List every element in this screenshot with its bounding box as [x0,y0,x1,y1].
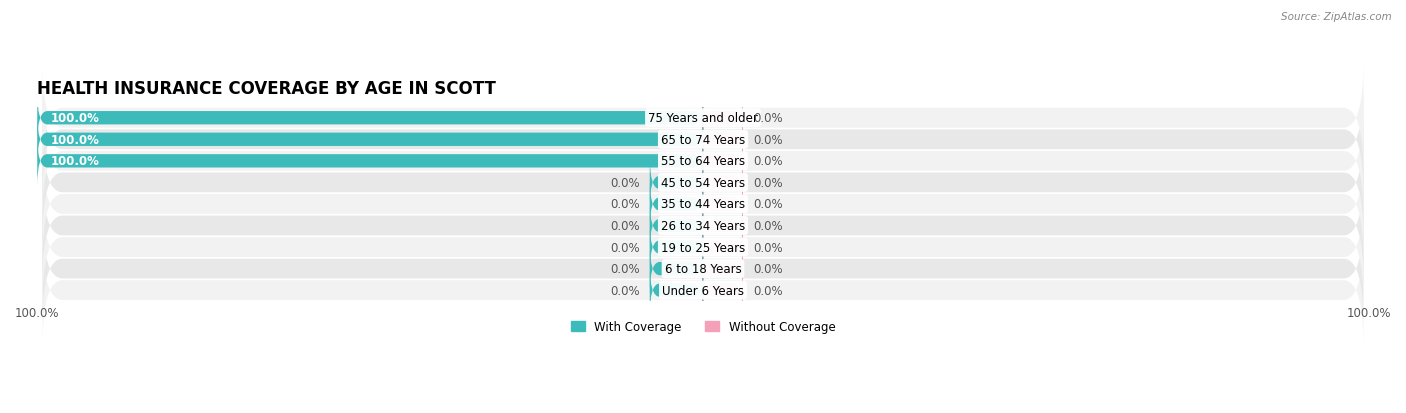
Text: 0.0%: 0.0% [754,219,783,233]
Legend: With Coverage, Without Coverage: With Coverage, Without Coverage [565,316,841,338]
FancyBboxPatch shape [703,222,742,273]
FancyBboxPatch shape [703,114,742,166]
Text: 0.0%: 0.0% [754,155,783,168]
FancyBboxPatch shape [703,200,742,252]
Text: 0.0%: 0.0% [754,241,783,254]
Text: 0.0%: 0.0% [610,262,640,275]
FancyBboxPatch shape [42,214,1364,323]
Text: Under 6 Years: Under 6 Years [662,284,744,297]
Text: 100.0%: 100.0% [51,155,100,168]
FancyBboxPatch shape [42,150,1364,259]
Text: Source: ZipAtlas.com: Source: ZipAtlas.com [1281,12,1392,22]
Text: 75 Years and older: 75 Years and older [648,112,758,125]
Text: 19 to 25 Years: 19 to 25 Years [661,241,745,254]
Text: 35 to 44 Years: 35 to 44 Years [661,198,745,211]
FancyBboxPatch shape [650,265,703,316]
FancyBboxPatch shape [703,243,742,294]
Text: 65 to 74 Years: 65 to 74 Years [661,133,745,147]
Text: 6 to 18 Years: 6 to 18 Years [665,262,741,275]
FancyBboxPatch shape [42,64,1364,173]
Text: 0.0%: 0.0% [610,241,640,254]
FancyBboxPatch shape [37,136,703,187]
Text: HEALTH INSURANCE COVERAGE BY AGE IN SCOTT: HEALTH INSURANCE COVERAGE BY AGE IN SCOT… [37,80,496,98]
FancyBboxPatch shape [650,157,703,209]
FancyBboxPatch shape [42,193,1364,302]
FancyBboxPatch shape [703,179,742,230]
Text: 0.0%: 0.0% [610,219,640,233]
FancyBboxPatch shape [42,236,1364,345]
FancyBboxPatch shape [703,136,742,187]
FancyBboxPatch shape [42,85,1364,195]
Text: 26 to 34 Years: 26 to 34 Years [661,219,745,233]
FancyBboxPatch shape [650,222,703,273]
Text: 0.0%: 0.0% [754,133,783,147]
Text: 100.0%: 100.0% [51,112,100,125]
Text: 100.0%: 100.0% [51,133,100,147]
Text: 0.0%: 0.0% [754,284,783,297]
FancyBboxPatch shape [703,93,742,144]
Text: 0.0%: 0.0% [610,284,640,297]
Text: 0.0%: 0.0% [754,176,783,190]
FancyBboxPatch shape [42,107,1364,216]
FancyBboxPatch shape [42,171,1364,280]
Text: 0.0%: 0.0% [610,198,640,211]
FancyBboxPatch shape [37,114,703,166]
FancyBboxPatch shape [650,200,703,252]
FancyBboxPatch shape [650,243,703,294]
FancyBboxPatch shape [703,157,742,209]
Text: 0.0%: 0.0% [754,198,783,211]
Text: 0.0%: 0.0% [754,112,783,125]
FancyBboxPatch shape [42,128,1364,237]
FancyBboxPatch shape [703,265,742,316]
Text: 45 to 54 Years: 45 to 54 Years [661,176,745,190]
Text: 55 to 64 Years: 55 to 64 Years [661,155,745,168]
FancyBboxPatch shape [37,93,703,144]
Text: 0.0%: 0.0% [754,262,783,275]
FancyBboxPatch shape [650,179,703,230]
Text: 0.0%: 0.0% [610,176,640,190]
